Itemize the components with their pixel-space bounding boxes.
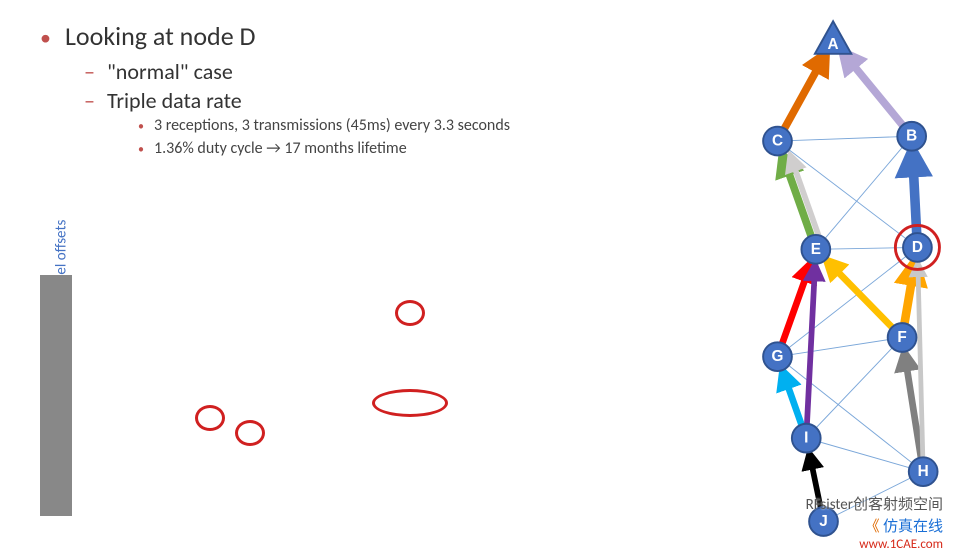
- grid-cell: [71, 471, 72, 486]
- grid-cell: [71, 381, 72, 396]
- grid-cell: [71, 276, 72, 291]
- graph-arrow: [784, 56, 824, 128]
- graph-node-label: D: [912, 239, 923, 256]
- bullet-lvl2a-text: "normal" case: [107, 58, 233, 85]
- graph-edge: [778, 136, 912, 141]
- bullet-lvl2-a: – "normal" case: [84, 58, 660, 85]
- grid-cell: [71, 441, 72, 456]
- bullet-lvl3-a: • 3 receptions, 3 transmissions (45ms) e…: [138, 116, 660, 137]
- grid-cell: [71, 456, 72, 471]
- watermark-url: www.1CAE.com: [859, 537, 943, 552]
- watermark-site-b: 仿真在线: [880, 518, 943, 536]
- highlight-ring: [395, 300, 425, 326]
- graph-node-label: J: [819, 513, 828, 530]
- graph-node-label: B: [906, 128, 917, 145]
- bullet-dash-icon: –: [84, 58, 95, 85]
- grid-cell: [71, 426, 72, 441]
- graph-arrow: [829, 262, 892, 327]
- grid-table: [40, 275, 72, 516]
- graph-edge: [806, 338, 902, 439]
- bullet-lvl3-b: • 1.36% duty cycle → 17 months lifetime: [138, 139, 660, 160]
- bullet-dot-icon: •: [138, 141, 144, 160]
- bullet-list: • Looking at node D – "normal" case – Tr…: [40, 20, 660, 162]
- graph-node-label: F: [897, 329, 906, 346]
- bullet-lvl3b-text: 1.36% duty cycle → 17 months lifetime: [154, 139, 407, 158]
- grid-cell: [71, 306, 72, 321]
- graph-arrow: [782, 266, 809, 343]
- grid-cell: [71, 336, 72, 351]
- watermark-site-a: 《: [865, 518, 880, 536]
- grid-cell: [71, 396, 72, 411]
- bullet-lvl2-b: – Triple data rate: [84, 87, 660, 114]
- network-graph: A C B E D G F I H J: [720, 10, 950, 550]
- grid-cell: [71, 411, 72, 426]
- grid-cell: [71, 351, 72, 366]
- highlight-ring: [235, 420, 265, 446]
- watermark-channel: RFsister创客射频空间: [806, 493, 943, 514]
- highlight-ring: [372, 389, 448, 417]
- bullet-lvl2b-text: Triple data rate: [107, 87, 242, 114]
- graph-node-label: G: [772, 348, 784, 365]
- bullet-dot-icon: •: [40, 27, 51, 49]
- bullet-lvl3a-text: 3 receptions, 3 transmissions (45ms) eve…: [154, 116, 510, 135]
- grid-cell: [71, 501, 72, 516]
- graph-node-label: E: [811, 241, 821, 258]
- grid-cell: [71, 291, 72, 306]
- graph-arrow: [807, 268, 815, 424]
- grid-cell: [71, 486, 72, 501]
- bullet-lvl1-text: Looking at node D: [65, 20, 256, 52]
- graph-arrow: [784, 374, 802, 425]
- graph-edge: [778, 338, 903, 357]
- graph-node-label: H: [918, 463, 929, 480]
- graph-node-label: A: [828, 36, 839, 53]
- graph-arrow: [904, 265, 914, 323]
- highlight-ring: [195, 405, 225, 431]
- graph-node-label: C: [772, 133, 783, 150]
- graph-edge: [806, 438, 923, 472]
- schedule-grid: [40, 275, 72, 516]
- grid-cell: [71, 366, 72, 381]
- bullet-dot-icon: •: [138, 118, 144, 137]
- watermark-site: 《 仿真在线: [865, 515, 943, 536]
- bullet-dash-icon: –: [84, 87, 95, 114]
- graph-node-label: I: [804, 430, 808, 447]
- grid-cell: [71, 321, 72, 336]
- graph-arrow: [845, 54, 903, 125]
- bullet-lvl1: • Looking at node D: [40, 20, 660, 52]
- graph-arrow: [913, 154, 917, 233]
